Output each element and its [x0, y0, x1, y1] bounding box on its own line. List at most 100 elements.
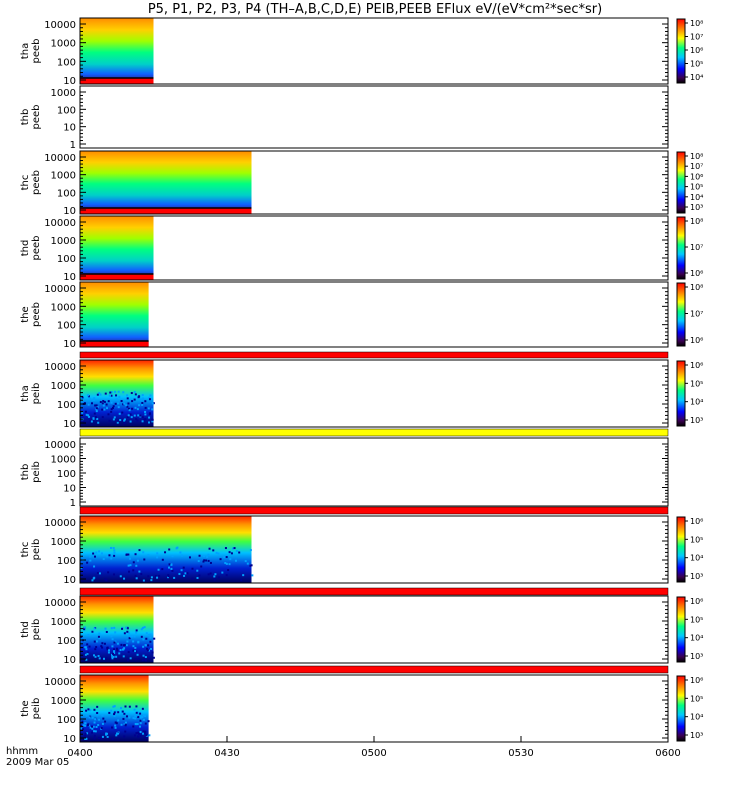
panel-thc-peeb: 10000100010010thcpeeb10⁸10⁷10⁶10⁵10⁴10³	[20, 151, 703, 217]
noise-pixel	[88, 646, 90, 648]
y-tick-label: 1000	[51, 39, 76, 50]
noise-pixel	[85, 710, 87, 712]
noise-pixel	[85, 411, 87, 413]
noise-pixel	[133, 561, 135, 563]
noise-pixel	[117, 719, 119, 721]
noise-pixel	[124, 644, 126, 646]
noise-pixel	[183, 575, 185, 577]
noise-pixel	[148, 734, 150, 736]
panel-frame	[80, 86, 668, 148]
noise-pixel	[112, 638, 114, 640]
noise-pixel	[117, 711, 119, 713]
noise-pixel	[126, 394, 128, 396]
panel-tha-peib: 10000100010010thapeib10⁶10⁵10⁴10³	[20, 352, 703, 430]
panel-frame	[80, 360, 668, 427]
noise-pixel	[121, 400, 123, 402]
noise-pixel	[212, 549, 214, 551]
noise-pixel	[110, 710, 112, 712]
noise-pixel	[161, 568, 163, 570]
noise-pixel	[95, 416, 97, 418]
noise-pixel	[101, 657, 103, 659]
noise-pixel	[108, 649, 110, 651]
noise-pixel	[115, 656, 117, 658]
noise-pixel	[86, 562, 88, 564]
noise-pixel	[130, 421, 132, 423]
noise-pixel	[135, 418, 137, 420]
y-tick-label: 10	[63, 419, 76, 430]
panel-label: thcpeeb	[20, 170, 42, 195]
noise-pixel	[105, 628, 107, 630]
colorbar-tick-label: 10⁴	[690, 713, 703, 722]
noise-pixel	[95, 552, 97, 554]
noise-pixel	[112, 653, 114, 655]
noise-pixel	[115, 394, 117, 396]
noise-pixel	[122, 718, 124, 720]
noise-pixel	[142, 420, 144, 422]
noise-pixel	[113, 573, 115, 575]
noise-pixel	[210, 562, 212, 564]
noise-pixel	[129, 409, 131, 411]
noise-pixel	[168, 567, 170, 569]
noise-pixel	[151, 419, 153, 421]
noise-pixel	[225, 547, 227, 549]
noise-pixel	[132, 640, 134, 642]
noise-pixel	[103, 558, 105, 560]
noise-pixel	[135, 732, 137, 734]
noise-pixel	[148, 720, 150, 722]
noise-pixel	[106, 579, 108, 581]
colorbar-tick-label: 10⁵	[690, 694, 703, 703]
panel-label: thepeib	[20, 698, 42, 720]
flag-bar	[80, 352, 668, 358]
noise-pixel	[98, 737, 100, 739]
noise-pixel	[110, 547, 112, 549]
noise-pixel	[130, 413, 132, 415]
noise-pixel	[139, 549, 141, 551]
colorbar-tick-label: 10⁷	[690, 33, 703, 42]
noise-pixel	[173, 577, 175, 579]
colorbar-tick-label: 10⁴	[690, 398, 703, 407]
noise-pixel	[136, 629, 138, 631]
noise-pixel	[116, 722, 118, 724]
noise-pixel	[137, 735, 139, 737]
noise-pixel	[207, 554, 209, 556]
noise-pixel	[102, 400, 104, 402]
noise-pixel	[146, 632, 148, 634]
noise-pixel	[92, 553, 94, 555]
noise-pixel	[123, 713, 125, 715]
y-tick-label: 1000	[51, 171, 76, 182]
panel-probe: thb	[20, 464, 31, 481]
noise-pixel	[247, 563, 249, 565]
noise-pixel	[214, 579, 216, 581]
noise-pixel	[227, 569, 229, 571]
colorbar-tick-label: 10³	[690, 731, 703, 740]
noise-pixel	[135, 553, 137, 555]
noise-pixel	[137, 641, 139, 643]
noise-pixel	[134, 635, 136, 637]
noise-pixel	[125, 404, 127, 406]
y-tick-label: 100	[57, 469, 76, 480]
noise-pixel	[94, 648, 96, 650]
noise-pixel	[143, 719, 145, 721]
colorbar-tick-label: 10⁵	[690, 183, 703, 192]
noise-pixel	[89, 556, 91, 558]
colorbar-tick-label: 10⁶	[690, 269, 703, 278]
noise-pixel	[250, 549, 252, 551]
panel-label: thbpeib	[20, 461, 42, 483]
noise-pixel	[128, 571, 130, 573]
noise-pixel	[114, 416, 116, 418]
noise-pixel	[96, 410, 98, 412]
y-tick-label: 10	[63, 339, 76, 350]
colorbar-tick-label: 10⁶	[690, 172, 703, 181]
noise-pixel	[122, 711, 124, 713]
noise-pixel	[131, 392, 133, 394]
noise-pixel	[149, 641, 151, 643]
noise-pixel	[113, 642, 115, 644]
noise-pixel	[168, 548, 170, 550]
panel-label: thapeeb	[20, 39, 42, 64]
noise-pixel	[104, 643, 106, 645]
y-tick-label: 100	[57, 105, 76, 116]
noise-pixel	[106, 647, 108, 649]
noise-pixel	[100, 645, 102, 647]
noise-pixel	[229, 563, 231, 565]
noise-pixel	[138, 404, 140, 406]
